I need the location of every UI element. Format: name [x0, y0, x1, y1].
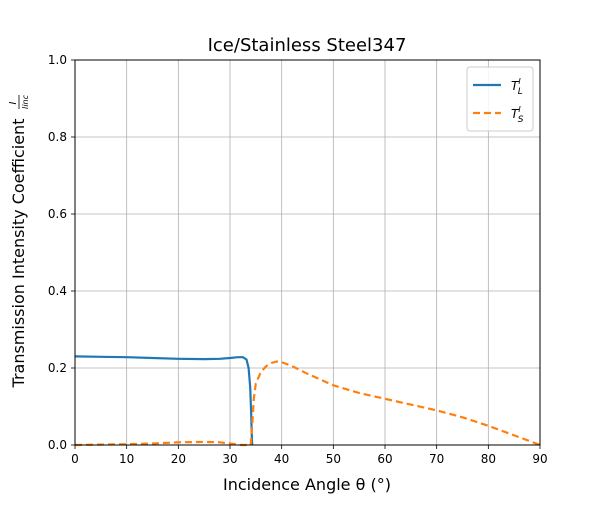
- x-tick-label: 30: [222, 452, 237, 466]
- y-label-fraction-numerator: I: [8, 101, 19, 104]
- legend: TI L TI S: [466, 66, 534, 132]
- x-tick-label: 10: [119, 452, 134, 466]
- series-line-ts: [74, 360, 541, 447]
- series-line-tl: [74, 355, 254, 446]
- x-tick-label: 70: [429, 452, 444, 466]
- y-axis-label-fraction: I Iinc: [8, 94, 30, 109]
- legend-box: [466, 66, 534, 132]
- plot-series: [74, 355, 541, 447]
- chart-title: Ice/Stainless Steel347: [208, 35, 407, 56]
- x-tick-label: 50: [326, 452, 341, 466]
- x-tick-label: 80: [481, 452, 496, 466]
- x-tick-label: 90: [532, 452, 547, 466]
- x-axis-ticks: 0 10 20 30 40 50 60 70 80 90: [71, 445, 548, 466]
- y-tick-label: 0.2: [48, 361, 67, 375]
- y-tick-label: 0.6: [48, 207, 67, 221]
- plot-area-frame: [74, 59, 541, 446]
- x-tick-label: 0: [71, 452, 79, 466]
- y-tick-label: 0.8: [48, 130, 67, 144]
- legend-label: TI L: [511, 77, 523, 97]
- x-axis-label: Incidence Angle θ (°): [223, 475, 391, 494]
- y-axis-ticks: 0.0 0.2 0.4 0.6 0.8 1.0: [48, 53, 75, 452]
- y-axis-label-group: Transmission Intensity Coefficient I Iin…: [8, 94, 30, 388]
- legend-label: TI S: [511, 105, 524, 125]
- x-tick-label: 40: [274, 452, 289, 466]
- x-tick-label: 60: [377, 452, 392, 466]
- y-axis-label: Transmission Intensity Coefficient: [9, 119, 28, 389]
- y-label-fraction-denominator: Iinc: [21, 94, 30, 109]
- y-tick-label: 0.4: [48, 284, 67, 298]
- x-tick-label: 20: [171, 452, 186, 466]
- y-tick-label: 1.0: [48, 53, 67, 67]
- y-tick-label: 0.0: [48, 438, 67, 452]
